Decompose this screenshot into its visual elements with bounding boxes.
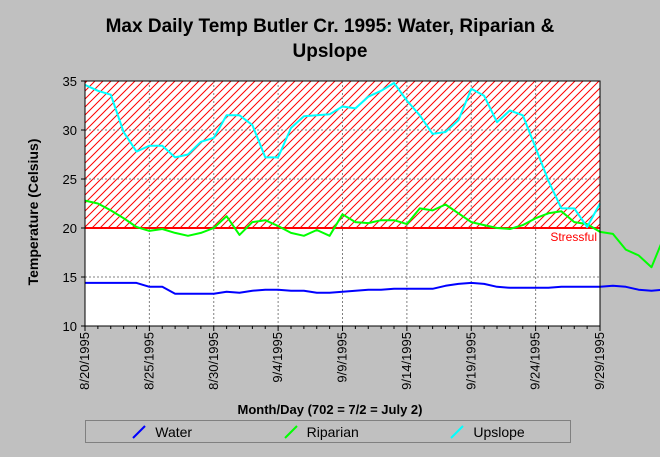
x-axis-label: Month/Day (702 = 7/2 = July 2): [237, 402, 423, 417]
chart-title-line-2: Upslope: [292, 41, 368, 62]
y-tick-label: 20: [63, 221, 77, 236]
x-tick-label: 9/24/1995: [528, 332, 543, 390]
x-tick-label: 8/30/1995: [206, 332, 221, 390]
x-tick-label: 9/4/1995: [270, 332, 285, 383]
chart-title-line-1: Max Daily Temp Butler Cr. 1995: Water, R…: [105, 16, 555, 37]
legend-label-water: Water: [155, 423, 193, 440]
threshold-label: Stressful: [550, 230, 597, 244]
legend-label-riparian: Riparian: [306, 423, 359, 440]
x-tick-label: 9/19/1995: [463, 332, 478, 390]
x-tick-label: 9/9/1995: [335, 332, 350, 383]
legend-swatch-riparian: [283, 424, 298, 439]
series-line-water: [85, 281, 660, 295]
x-tick-label: 9/29/1995: [592, 332, 607, 390]
x-tick-label: 8/25/1995: [141, 332, 156, 390]
x-tick-label: 8/20/1995: [77, 332, 92, 390]
y-tick-label: 25: [63, 172, 77, 187]
y-tick-label: 15: [63, 270, 77, 285]
legend: Water Riparian Upslope: [85, 420, 571, 443]
legend-item-riparian: Riparian: [283, 424, 359, 440]
y-tick-label: 30: [63, 123, 77, 138]
legend-item-water: Water: [131, 424, 192, 440]
legend-swatch-water: [132, 424, 146, 439]
series-line-upslope: [84, 82, 601, 228]
chart-title: Max Daily Temp Butler Cr. 1995: Water, R…: [0, 14, 660, 64]
series-line-riparian: [84, 199, 660, 269]
legend-swatch-upslope: [450, 424, 465, 439]
legend-item-upslope: Upslope: [449, 423, 525, 440]
x-tick-label: 9/14/1995: [399, 332, 414, 390]
legend-label-upslope: Upslope: [473, 423, 525, 440]
y-axis-label: Temperature (Celsius): [25, 138, 41, 286]
y-tick-label: 10: [63, 319, 77, 334]
y-tick-label: 35: [63, 74, 77, 89]
